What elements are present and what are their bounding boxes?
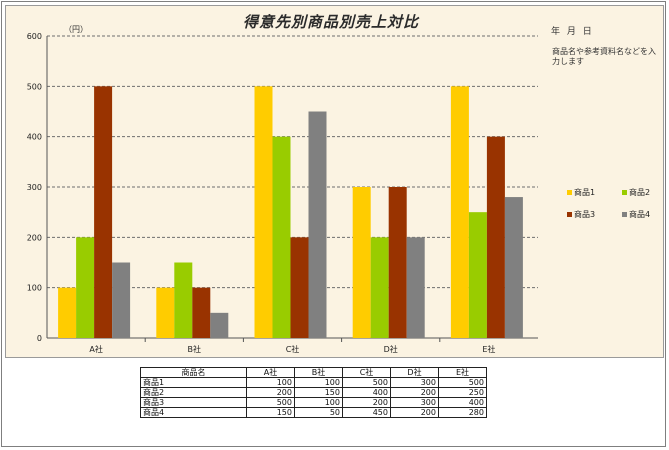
table-cell: 500 <box>438 377 487 388</box>
bar <box>290 237 309 338</box>
y-unit-label: （円） <box>64 25 88 34</box>
y-tick-label: 400 <box>27 133 42 142</box>
table-cell: 400 <box>438 397 487 408</box>
legend-label-1: 商品1 <box>574 188 596 197</box>
y-tick-label: 300 <box>27 183 42 192</box>
bar <box>370 237 389 338</box>
table-cell: 200 <box>342 397 391 408</box>
chart-area: 0 100 200 300 400 500 600 A社 B社 C社 D社 E社 得意先別商品別売上対… <box>5 5 664 358</box>
bar <box>388 187 407 338</box>
table-cell: 150 <box>246 407 295 418</box>
data-table: 商品名 A社 B社 C社 D社 E社 商品1 100 100 500 300 5… <box>140 367 487 418</box>
legend-item-4: 商品4 <box>622 209 650 220</box>
legend-label-2: 商品2 <box>629 188 651 197</box>
bar <box>174 262 193 338</box>
chart-title: 得意先別商品別売上対比 <box>242 13 419 31</box>
legend-item-2: 商品2 <box>622 187 650 198</box>
y-tick-label: 600 <box>27 32 42 41</box>
table-header-cell: E社 <box>438 367 487 378</box>
table-cell: 300 <box>390 397 439 408</box>
bar <box>504 197 523 338</box>
bar <box>112 262 131 338</box>
table-row: 商品2 200 150 400 200 250 <box>140 387 487 398</box>
legend-swatch-4 <box>622 212 627 217</box>
table-header-row: 商品名 A社 B社 C社 D社 E社 <box>140 367 487 378</box>
note-text: 商品名や参考資料名などを入力します <box>552 47 656 66</box>
table-cell: 200 <box>390 407 439 418</box>
bar <box>156 287 175 338</box>
table-cell: 100 <box>246 377 295 388</box>
x-tick-label: B社 <box>188 344 202 354</box>
bar <box>308 111 327 338</box>
table-cell: 280 <box>438 407 487 418</box>
table-cell: 300 <box>390 377 439 388</box>
bar <box>94 86 113 338</box>
y-tick-label: 500 <box>27 82 42 91</box>
bar <box>58 287 77 338</box>
bar <box>192 287 211 338</box>
bar <box>450 86 469 338</box>
table-cell: 100 <box>294 377 343 388</box>
table-cell: 商品3 <box>140 397 247 408</box>
table-row: 商品4 150 50 450 200 280 <box>140 407 487 418</box>
table-header-cell: A社 <box>246 367 295 378</box>
table-cell: 商品4 <box>140 407 247 418</box>
date-label: 年 月 日 <box>551 27 592 37</box>
legend-item-3: 商品3 <box>567 209 595 220</box>
table-header-cell: D社 <box>390 367 439 378</box>
table-cell: 50 <box>294 407 343 418</box>
bar <box>76 237 95 338</box>
legend-swatch-2 <box>622 190 627 195</box>
table-cell: 200 <box>390 387 439 398</box>
bar <box>210 312 229 338</box>
table-header-cell: 商品名 <box>140 367 247 378</box>
x-tick-label: D社 <box>384 344 398 354</box>
bar <box>486 136 505 338</box>
x-tick-label: E社 <box>482 344 495 354</box>
bar <box>254 86 273 338</box>
y-tick-label: 200 <box>27 233 42 242</box>
table-cell: 450 <box>342 407 391 418</box>
table-cell: 商品1 <box>140 377 247 388</box>
table-cell: 200 <box>246 387 295 398</box>
table-cell: 400 <box>342 387 391 398</box>
legend-label-4: 商品4 <box>629 210 651 219</box>
legend-swatch-1 <box>567 190 572 195</box>
table-row: 商品1 100 100 500 300 500 <box>140 377 487 388</box>
legend-item-1: 商品1 <box>567 187 595 198</box>
x-tick-label: C社 <box>286 344 300 354</box>
y-tick-label: 100 <box>27 284 42 293</box>
legend-swatch-3 <box>567 212 572 217</box>
table-cell: 500 <box>342 377 391 388</box>
y-tick-label: 0 <box>37 334 42 343</box>
table-cell: 500 <box>246 397 295 408</box>
table-cell: 150 <box>294 387 343 398</box>
x-tick-label: A社 <box>89 344 102 354</box>
chart-svg: 0 100 200 300 400 500 600 A社 B社 C社 D社 E社 <box>27 32 538 354</box>
table-header-cell: C社 <box>342 367 391 378</box>
table-cell: 250 <box>438 387 487 398</box>
bar <box>272 136 291 338</box>
table-header-cell: B社 <box>294 367 343 378</box>
table-row: 商品3 500 100 200 300 400 <box>140 397 487 408</box>
bar <box>352 187 371 338</box>
legend-label-3: 商品3 <box>574 210 596 219</box>
bar <box>468 212 487 338</box>
table-cell: 100 <box>294 397 343 408</box>
table-cell: 商品2 <box>140 387 247 398</box>
bar <box>406 237 425 338</box>
